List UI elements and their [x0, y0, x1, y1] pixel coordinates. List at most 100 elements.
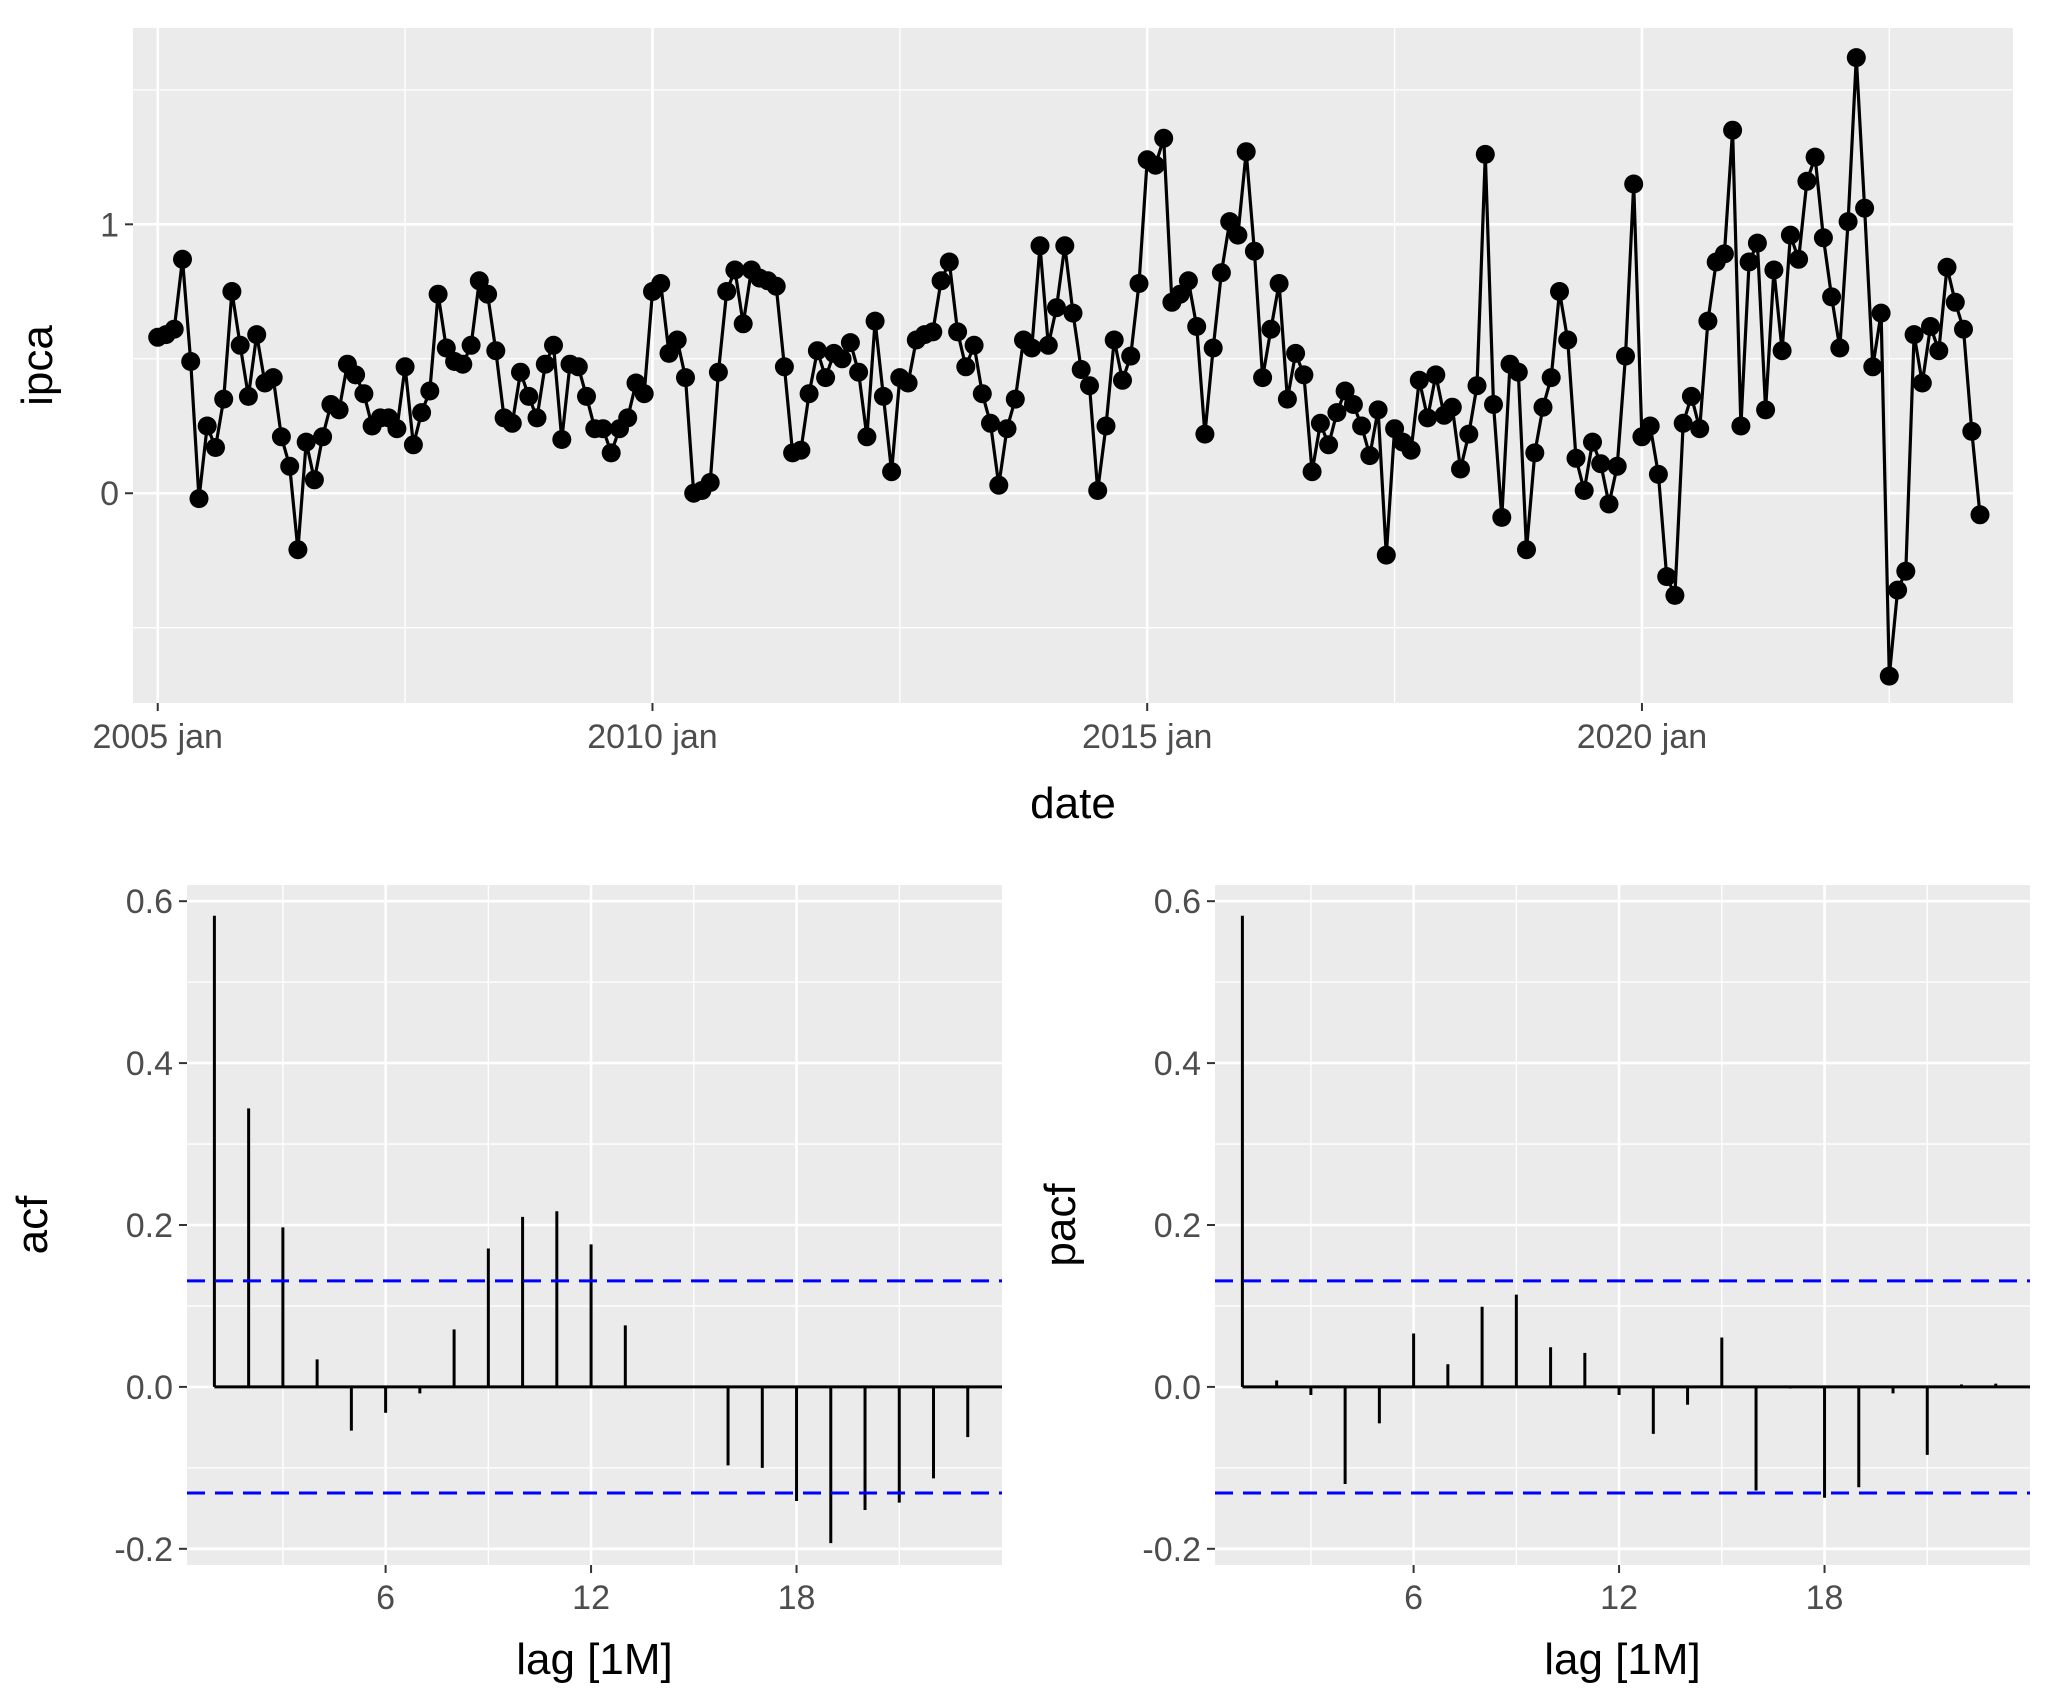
- acf-x-tick-label: 18: [778, 1579, 816, 1617]
- ipca-point: [1583, 432, 1602, 452]
- ipca-point: [271, 427, 291, 447]
- ts-x-tick-label: 2010 jan: [587, 718, 717, 756]
- ipca-point: [1846, 48, 1866, 68]
- ipca-point: [1418, 408, 1438, 428]
- pacf-y-tick-label: 0.4: [1154, 1045, 1201, 1083]
- ipca-point: [1492, 507, 1512, 527]
- acf-y-tick-label: -0.2: [114, 1531, 173, 1569]
- pacf-x-tick-label: 18: [1806, 1579, 1844, 1617]
- ipca-point: [1657, 567, 1677, 587]
- acf-y-tick-label: 0.4: [126, 1045, 173, 1083]
- ipca-point: [601, 443, 621, 463]
- ipca-point: [247, 325, 267, 345]
- ipca-point: [502, 413, 522, 433]
- ipca-point: [1970, 505, 1990, 525]
- ipca-point: [329, 400, 349, 420]
- ipca-point: [733, 314, 753, 334]
- ipca-point: [1764, 260, 1784, 280]
- ipca-point: [1368, 400, 1388, 420]
- ipca-point: [791, 440, 811, 460]
- ipca-point: [1937, 257, 1957, 277]
- ipca-point: [1459, 424, 1479, 444]
- ipca-point: [519, 386, 539, 406]
- ipca-point: [238, 386, 258, 406]
- acf-confidence-lines: [187, 1279, 1002, 1495]
- ipca-point: [1310, 413, 1330, 433]
- pacf-confidence-lines: [1215, 1279, 2030, 1495]
- ipca-point: [1723, 120, 1743, 140]
- ipca-point: [1912, 373, 1932, 393]
- ipca-point: [1343, 395, 1363, 414]
- pacf-y-tick-label: 0.0: [1154, 1369, 1201, 1407]
- ipca-point: [1566, 448, 1586, 468]
- ipca-point: [1277, 389, 1297, 409]
- acf-y-tick-label: 0.6: [126, 883, 173, 921]
- ipca-point: [1879, 666, 1899, 686]
- ipca-point: [1772, 341, 1792, 361]
- ipca-point: [1360, 446, 1380, 466]
- ipca-point: [1640, 416, 1660, 436]
- pacf-bars: [1240, 915, 2030, 1498]
- ipca-point: [280, 456, 300, 476]
- ipca-point: [197, 416, 217, 436]
- ipca-point: [774, 357, 794, 377]
- ipca-point: [1904, 325, 1924, 345]
- ipca-point: [535, 354, 555, 374]
- ipca-point: [1830, 338, 1850, 358]
- ipca-point: [964, 335, 984, 355]
- pacf-y-tick-label: 0.6: [1154, 883, 1201, 921]
- acf-x-tick-label: 6: [376, 1579, 395, 1617]
- ipca-point: [1113, 370, 1132, 390]
- ipca-point: [1954, 319, 1973, 339]
- ipca-point: [1673, 413, 1693, 433]
- ipca-point: [1665, 585, 1685, 605]
- ipca-point: [1591, 454, 1611, 474]
- ts-y-tick-label: 0: [100, 475, 119, 513]
- ipca-point: [1302, 462, 1322, 482]
- ipca-point: [420, 381, 440, 401]
- ipca-point: [1178, 271, 1198, 291]
- ipca-point: [1005, 389, 1025, 409]
- ipca-point: [931, 271, 951, 291]
- ipca-point: [857, 427, 877, 447]
- ipca-point: [214, 389, 234, 409]
- ipca-point: [1269, 274, 1289, 293]
- ipca-point: [832, 349, 852, 369]
- ipca-point: [1616, 346, 1635, 366]
- ts-y-tick-label: 1: [100, 206, 119, 244]
- ipca-point: [981, 413, 1000, 433]
- ipca-point: [461, 335, 481, 355]
- ipca-point: [1154, 128, 1174, 148]
- ipca-point: [700, 473, 720, 492]
- ts-x-axis-title: date: [1030, 779, 1116, 828]
- acf-chart: 6 12 18 -0.2 0.0 0.2 0.4 0.6 lag [1M] acf: [8, 883, 1002, 1684]
- ipca-point: [181, 352, 201, 371]
- ipca-point: [1121, 346, 1141, 366]
- ipca-point: [1261, 319, 1281, 339]
- ipca-point: [1244, 241, 1264, 261]
- ipca-point: [1533, 397, 1553, 417]
- ipca-point: [1426, 365, 1446, 385]
- acf-bars: [212, 915, 1002, 1544]
- ipca-point: [1813, 228, 1833, 248]
- ipca-point: [304, 470, 324, 490]
- ipca-point: [923, 322, 943, 342]
- ipca-point: [882, 462, 902, 482]
- ipca-point: [1236, 142, 1256, 162]
- ipca-point: [865, 311, 885, 331]
- ipca-point: [725, 260, 745, 280]
- ipca-point: [997, 419, 1017, 439]
- ipca-point: [1929, 341, 1949, 361]
- ipca-point: [1088, 481, 1108, 500]
- ts-x-tick-label: 2015 jan: [1082, 718, 1212, 756]
- ipca-point: [1574, 481, 1594, 500]
- ipca-point: [412, 403, 432, 423]
- ipca-point: [1211, 263, 1231, 283]
- ipca-point: [453, 354, 473, 374]
- ipca-point: [1921, 317, 1940, 336]
- ts-axes: 2005 jan 2010 jan 2015 jan 2020 jan 0 1: [93, 206, 1708, 756]
- ipca-point: [1319, 435, 1339, 455]
- ipca-point: [1863, 357, 1883, 377]
- ipca-point: [1756, 400, 1776, 420]
